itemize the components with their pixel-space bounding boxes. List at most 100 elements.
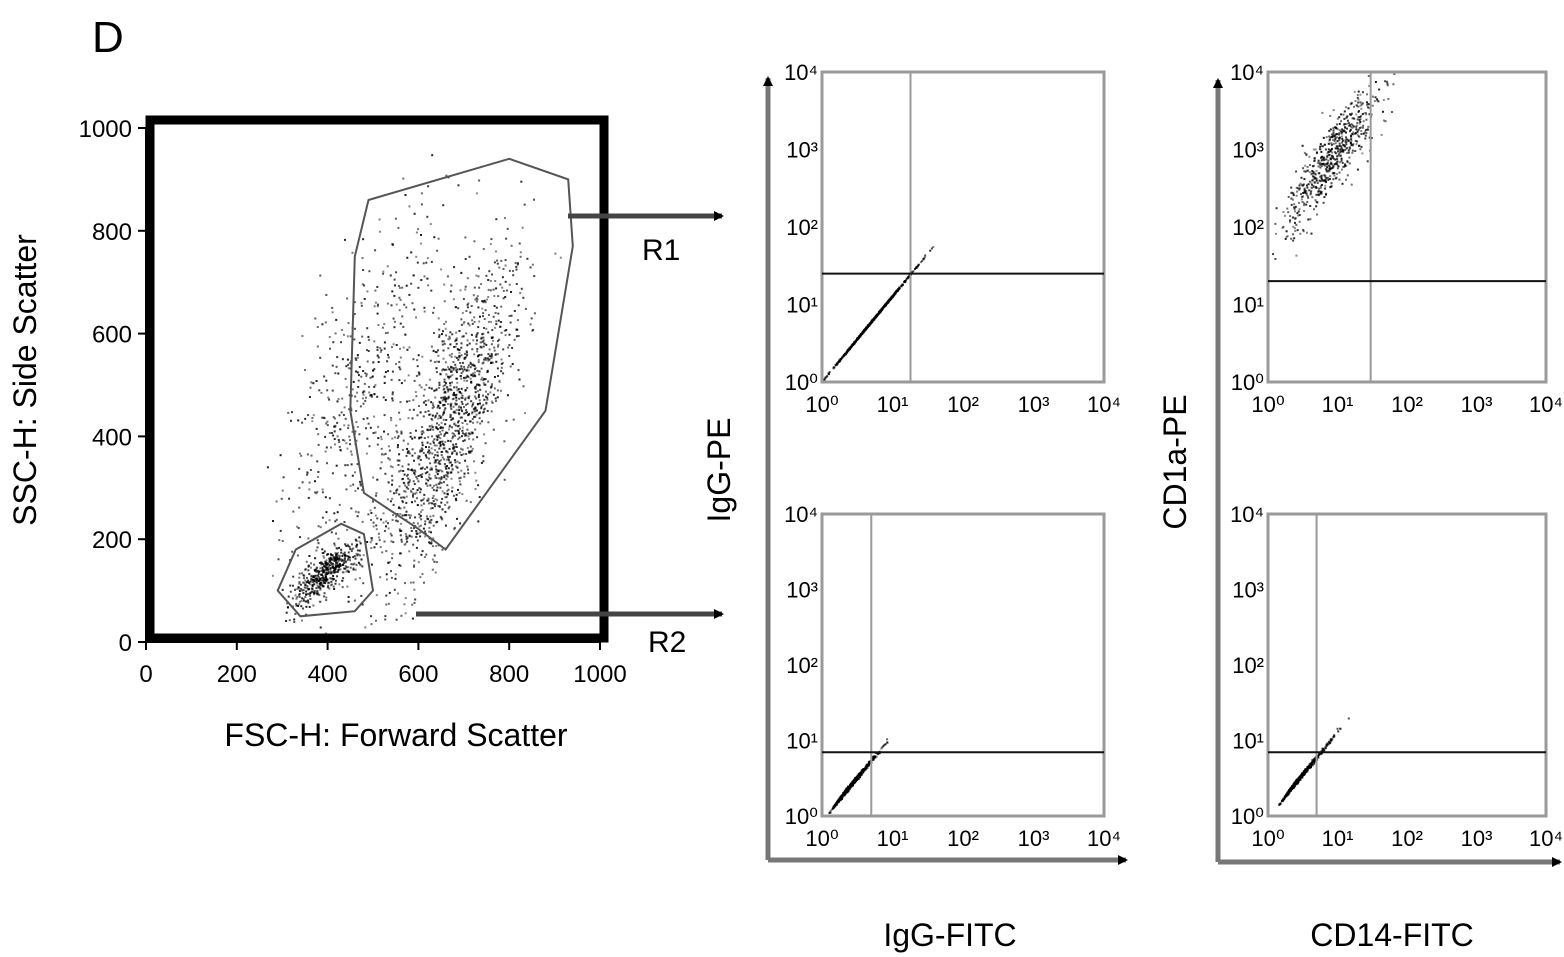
fsc-ssc-event [481, 340, 484, 343]
quadrant-event [1322, 748, 1325, 751]
fsc-ssc-event [321, 552, 324, 554]
fsc-ssc-event [459, 416, 462, 419]
quadrant-event [856, 777, 859, 780]
fsc-ssc-event [449, 366, 452, 369]
quadrant-event [1356, 118, 1359, 121]
fsc-ssc-event [422, 431, 425, 434]
fsc-ssc-event [332, 567, 335, 569]
quadrant-event [1343, 117, 1346, 120]
fsc-ssc-event [350, 463, 353, 466]
quadrant-event [1340, 159, 1343, 162]
fsc-ssc-event [308, 555, 311, 557]
fsc-ssc-event [335, 318, 338, 321]
quadrant-event [1336, 163, 1339, 166]
quadrant-event [1313, 763, 1316, 765]
quadrant-event [860, 774, 862, 777]
quadrant-event [847, 787, 850, 790]
fsc-ssc-event [434, 477, 437, 479]
fsc-ssc-event [451, 486, 454, 489]
quadrant-event [1315, 193, 1318, 196]
fsc-ssc-event [443, 368, 446, 371]
quadrant-event [1296, 187, 1299, 190]
fsc-ssc-event [266, 466, 269, 469]
quadrant-event [1347, 107, 1350, 110]
fsc-ssc-event [407, 417, 410, 420]
fsc-ssc-event [410, 535, 413, 538]
fsc-ssc-event [420, 476, 423, 478]
quadrant-event [1332, 138, 1334, 141]
fsc-ssc-event [356, 426, 359, 428]
fsc-ssc-event [310, 575, 313, 578]
quadrant-event [1338, 129, 1341, 132]
fsc-ssc-event [376, 443, 379, 446]
fsc-ssc-event [333, 568, 336, 571]
quadrant-event [1315, 177, 1318, 180]
quadrant-event [1325, 177, 1328, 180]
fsc-ssc-event [459, 451, 462, 454]
quadrant-event [1275, 207, 1278, 210]
fsc-ssc-event [399, 298, 402, 301]
fsc-ssc-event [333, 559, 336, 562]
fsc-ssc-event [516, 319, 519, 322]
fsc-ssc-event [305, 560, 308, 563]
fsc-ssc-event [325, 511, 328, 514]
fsc-ssc-event [369, 541, 372, 544]
fsc-ssc-event [361, 397, 364, 400]
fsc-ssc-event [347, 408, 350, 411]
fsc-ssc-event [303, 577, 305, 580]
fsc-ssc-event [419, 450, 422, 453]
fsc-ssc-event [470, 333, 473, 336]
fsc-ssc-event [450, 355, 453, 358]
fsc-ssc-event [429, 468, 432, 471]
fsc-ssc-event [470, 374, 473, 377]
fsc-ssc-event [354, 357, 357, 360]
fsc-ssc-event [434, 459, 437, 462]
fsc-ssc-event [381, 453, 383, 456]
x-tick-label: 800 [489, 661, 529, 688]
fsc-ssc-event [430, 518, 433, 521]
fsc-ssc-event [446, 465, 448, 467]
fsc-ssc-event [418, 405, 420, 407]
quadrant-event [1357, 116, 1360, 119]
fsc-ssc-event [398, 493, 401, 496]
fsc-ssc-event [407, 442, 410, 445]
fsc-ssc-event [361, 257, 364, 260]
fsc-ssc-event [436, 428, 439, 431]
fsc-ssc-event [426, 484, 429, 487]
fsc-ssc-event [445, 450, 448, 453]
fsc-ssc-event [475, 274, 478, 277]
fsc-ssc-event [408, 452, 411, 455]
fsc-ssc-event [292, 575, 295, 578]
fsc-ssc-event [464, 285, 467, 288]
fsc-ssc-event [494, 397, 497, 400]
quadrant-event [1324, 178, 1327, 181]
fsc-ssc-event [354, 489, 357, 492]
fsc-ssc-event [359, 480, 361, 483]
quadrant-event [1366, 102, 1369, 105]
fsc-ssc-event [488, 314, 490, 316]
quadrant-event [1361, 91, 1364, 94]
fsc-ssc-event [468, 450, 471, 453]
fsc-ssc-event [422, 415, 425, 418]
fsc-ssc-event [480, 367, 483, 370]
fsc-ssc-event [514, 262, 517, 264]
fsc-ssc-event [453, 386, 456, 389]
fsc-ssc-event [446, 275, 449, 278]
fsc-ssc-event [315, 566, 318, 569]
fsc-ssc-event [308, 594, 311, 597]
fsc-ssc-event [399, 534, 402, 537]
fsc-ssc-event [484, 301, 487, 304]
fsc-ssc-event [413, 274, 415, 277]
fsc-ssc-event [308, 582, 311, 584]
fsc-ssc-event [457, 430, 460, 433]
fsc-ssc-event [391, 552, 394, 555]
quadrant-event [843, 791, 846, 794]
fsc-ssc-event [437, 434, 440, 437]
quadrant-event [1303, 187, 1306, 190]
quadrant-event [895, 289, 898, 292]
fsc-ssc-event [434, 498, 437, 501]
fsc-ssc-event [367, 338, 370, 341]
fsc-ssc-event [398, 485, 401, 488]
quadrant-y-tick-label: 10⁴ [784, 502, 818, 527]
